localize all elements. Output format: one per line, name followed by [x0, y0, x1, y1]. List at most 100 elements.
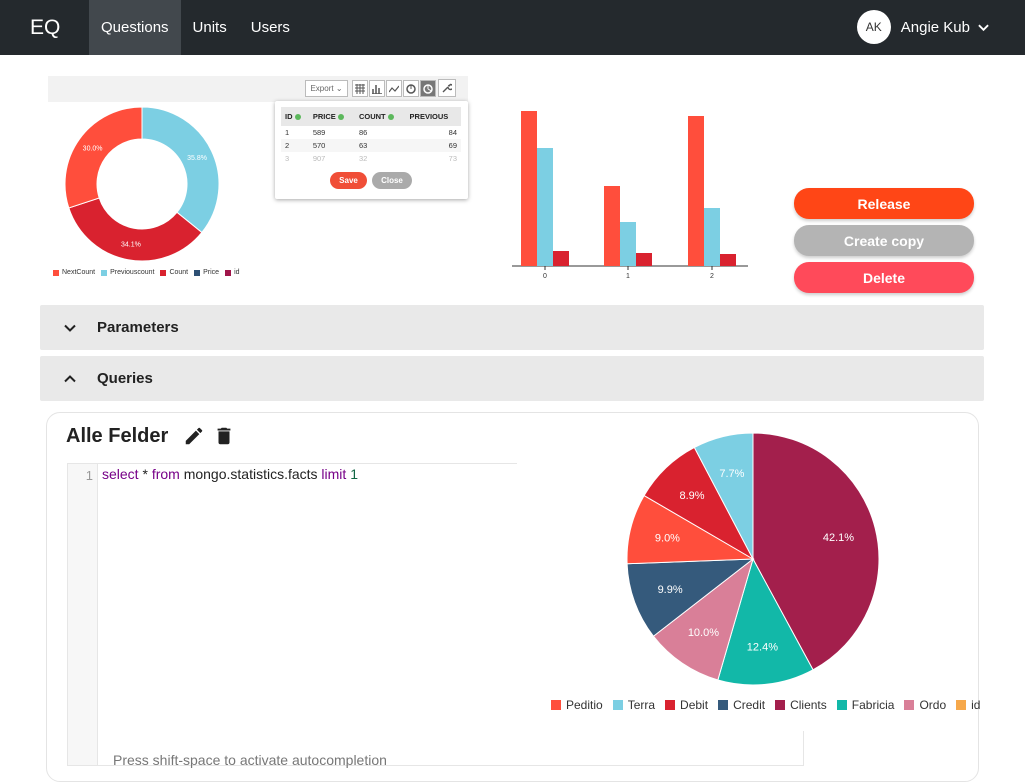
delete-button[interactable]: Delete — [794, 262, 974, 293]
sort-icon[interactable] — [294, 114, 301, 121]
popup-save-button[interactable]: Save — [330, 172, 367, 189]
bar[interactable] — [620, 222, 636, 266]
chevron-down-icon[interactable] — [978, 22, 989, 33]
settings-button[interactable] — [438, 79, 456, 97]
pie-chart: 42.1% 12.4% 10.0% 9.9% 9.0% 8.9% 7.7% — [626, 432, 880, 686]
column-header-count[interactable]: COUNT — [354, 107, 406, 126]
query-code[interactable]: select * from mongo.statistics.facts lim… — [102, 466, 358, 482]
nav-item-units[interactable]: Units — [192, 19, 227, 36]
pie-chart-icon — [423, 83, 433, 94]
code-text: mongo.statistics.facts — [179, 466, 322, 482]
legend-item: Price — [194, 269, 219, 276]
bar-chart: 0 1 2 — [512, 111, 748, 280]
bar[interactable] — [688, 116, 704, 266]
queries-section-header[interactable]: Queries — [40, 356, 984, 401]
pie-view-button[interactable] — [420, 80, 436, 97]
slice-label: 7.7% — [719, 468, 744, 480]
table-header-row: ID PRICE COUNT PREVIOUS — [281, 107, 461, 126]
code-number: 1 — [350, 466, 358, 482]
pencil-icon[interactable] — [183, 425, 205, 447]
bar[interactable] — [537, 148, 553, 266]
bar[interactable] — [704, 208, 720, 266]
line-view-button[interactable] — [386, 80, 402, 97]
create-copy-button[interactable]: Create copy — [794, 225, 974, 256]
legend-swatch — [53, 269, 59, 276]
table-cell: 3 — [285, 154, 290, 163]
table-row: 2 570 63 69 — [281, 139, 461, 152]
bar[interactable] — [720, 254, 736, 266]
table-cell: 73 — [448, 154, 457, 163]
bar-view-button[interactable] — [369, 80, 385, 97]
bar[interactable] — [553, 251, 569, 266]
legend-label: Clients — [790, 698, 827, 712]
column-header-label: PRICE — [312, 112, 336, 121]
pie-slice[interactable] — [141, 106, 220, 234]
legend-item: Count — [160, 269, 188, 276]
release-button[interactable]: Release — [794, 188, 974, 219]
slice-label: 9.0% — [655, 532, 680, 544]
column-header-id[interactable]: ID — [281, 107, 309, 126]
code-keyword: limit — [321, 466, 347, 482]
legend-item[interactable]: Peditio — [551, 698, 603, 712]
legend-swatch — [612, 700, 623, 710]
x-tick-label: 0 — [543, 273, 547, 280]
nav-item-users[interactable]: Users — [250, 19, 290, 36]
legend-item[interactable]: Credit — [718, 698, 765, 712]
column-header-previous[interactable]: PREVIOUS — [405, 107, 461, 126]
bar[interactable] — [604, 186, 620, 266]
legend-item[interactable]: Clients — [775, 698, 827, 712]
slice-label: 42.1% — [823, 532, 854, 544]
legend-label: id — [971, 698, 981, 712]
pie-slice[interactable] — [717, 557, 814, 686]
editor-gutter: 1 — [68, 464, 98, 765]
table-row: 1 589 86 84 — [281, 126, 461, 139]
legend-item[interactable]: Terra — [612, 698, 655, 712]
wrench-icon — [442, 83, 452, 93]
column-header-price[interactable]: PRICE — [308, 107, 355, 126]
trash-icon[interactable] — [213, 425, 235, 447]
bar[interactable] — [636, 253, 652, 266]
export-button[interactable]: Export ⌄ — [305, 80, 348, 97]
donut-legend: NextCount Previouscount Count Price id — [53, 269, 246, 276]
legend-swatch — [718, 700, 729, 710]
pie-slice[interactable] — [626, 558, 755, 637]
donut-chart: 35.8% 34.1% 30.0% — [64, 106, 220, 262]
legend-label: Count — [169, 269, 189, 276]
query-editor[interactable]: 1 select * from mongo.statistics.facts l… — [67, 463, 804, 768]
pie-slice[interactable] — [652, 557, 754, 681]
table-cell: 32 — [358, 154, 368, 163]
parameters-section-header[interactable]: Parameters — [40, 305, 984, 350]
legend-swatch — [904, 700, 915, 710]
legend-item[interactable]: Fabricia — [836, 698, 894, 712]
pie-slice[interactable] — [693, 432, 754, 560]
sort-icon[interactable] — [337, 114, 344, 121]
line-number: 1 — [85, 468, 93, 483]
popup-close-button[interactable]: Close — [372, 172, 412, 189]
pie-slice[interactable] — [64, 106, 143, 209]
slice-label: 9.9% — [658, 584, 683, 596]
bar[interactable] — [521, 111, 537, 266]
legend-item[interactable]: Ordo — [904, 698, 946, 712]
autocomplete-hint: Press shift-space to activate autocomple… — [113, 752, 387, 768]
legend-item[interactable]: Debit — [665, 698, 708, 712]
user-menu[interactable]: AK Angie Kub — [856, 10, 989, 44]
pie-legend: Peditio Terra Debit Credit Clients Fabri… — [551, 698, 990, 712]
query-card: Alle Felder 1 select * from mongo.statis… — [46, 412, 980, 782]
legend-item: Previouscount — [101, 269, 154, 276]
table-cell: 1 — [285, 128, 290, 137]
table-view-button[interactable] — [352, 80, 368, 97]
legend-label: Previouscount — [110, 269, 155, 276]
donut-view-button[interactable] — [403, 80, 419, 97]
slice-label: 10.0% — [688, 627, 719, 639]
column-header-label: PREVIOUS — [409, 112, 449, 121]
nav-item-questions[interactable]: Questions — [89, 0, 181, 55]
legend-item: id — [225, 269, 240, 276]
legend-item[interactable]: id — [956, 698, 980, 712]
sort-icon[interactable] — [387, 114, 394, 121]
legend-label: Credit — [733, 698, 766, 712]
pie-slice[interactable] — [68, 197, 203, 262]
avatar[interactable]: AK — [856, 10, 891, 44]
brand-logo[interactable]: EQ — [30, 15, 61, 39]
user-name[interactable]: Angie Kub — [900, 18, 970, 36]
pie-slice[interactable] — [752, 432, 880, 671]
